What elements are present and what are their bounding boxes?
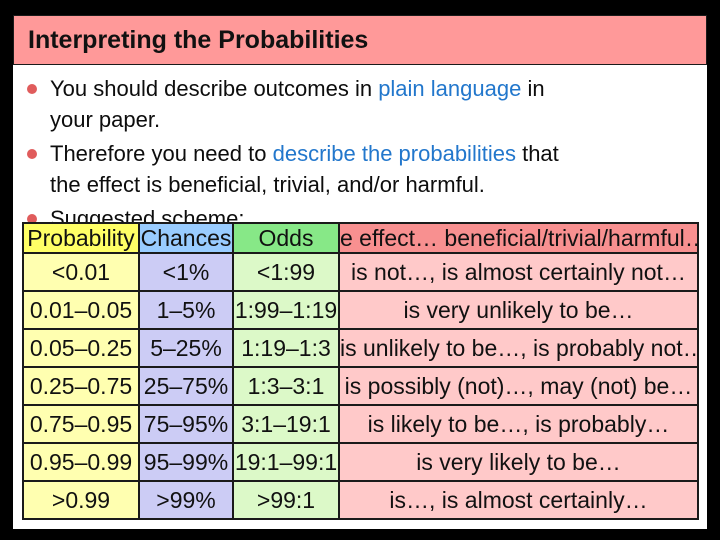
cell-chances: 95–99% [138,442,234,482]
table-header-row: Probability Chances Odds e effect… benef… [22,222,699,254]
cell-interpretation: is likely to be…, is probably… [338,404,699,444]
column-header-effect: e effect… beneficial/trivial/harmful… [338,222,699,254]
bullet-segment: Therefore you need to [50,141,273,166]
cell-odds: <1:99 [232,252,340,292]
bullet-line: Therefore you need to describe the proba… [50,138,707,169]
bullet-segment: that [515,141,559,166]
page-title: Interpreting the Probabilities [28,25,369,54]
bullet-icon [27,84,37,94]
bullet-icon [27,149,37,159]
cell-interpretation: is unlikely to be…, is probably not… [338,328,699,368]
table-row: 0.25–0.75 25–75% 1:3–3:1 is possibly (no… [22,366,699,406]
table-row: <0.01 <1% <1:99 is not…, is almost certa… [22,252,699,292]
title-bar: Interpreting the Probabilities [13,15,707,65]
highlighted-phrase: plain language [378,76,522,101]
list-item: You should describe outcomes in plain la… [13,73,707,135]
column-header-probability: Probability [22,222,140,254]
bullet-list: You should describe outcomes in plain la… [13,73,707,237]
cell-probability: <0.01 [22,252,140,292]
cell-probability: 0.25–0.75 [22,366,140,406]
cell-interpretation: is…, is almost certainly… [338,480,699,520]
cell-chances: 25–75% [138,366,234,406]
cell-odds: 1:19–1:3 [232,328,340,368]
bullet-line: You should describe outcomes in plain la… [50,73,707,104]
bullet-icon [27,214,37,224]
cell-probability: >0.99 [22,480,140,520]
cell-probability: 0.05–0.25 [22,328,140,368]
cell-probability: 0.75–0.95 [22,404,140,444]
column-header-chances: Chances [138,222,234,254]
cell-interpretation: is not…, is almost certainly not… [338,252,699,292]
cell-chances: 1–5% [138,290,234,330]
list-item: Therefore you need to describe the proba… [13,138,707,200]
cell-chances: 5–25% [138,328,234,368]
cell-probability: 0.01–0.05 [22,290,140,330]
bullet-segment: in [521,76,545,101]
table-row: 0.01–0.05 1–5% 1:99–1:19 is very unlikel… [22,290,699,330]
cell-chances: >99% [138,480,234,520]
bullet-segment: You should describe outcomes in [50,76,379,101]
cell-odds: 19:1–99:1 [232,442,340,482]
bullet-text: Therefore you need to describe the proba… [50,138,707,200]
cell-odds: 3:1–19:1 [232,404,340,444]
probability-scheme-table: Probability Chances Odds e effect… benef… [22,222,699,520]
cell-interpretation: is possibly (not)…, may (not) be… [338,366,699,406]
bullet-line: your paper. [50,107,161,132]
slide: Interpreting the Probabilities You shoul… [13,15,707,529]
table-row: >0.99 >99% >99:1 is…, is almost certainl… [22,480,699,520]
cell-chances: 75–95% [138,404,234,444]
bullet-line: the effect is beneficial, trivial, and/o… [50,172,485,197]
cell-chances: <1% [138,252,234,292]
bullet-text: You should describe outcomes in plain la… [50,73,707,135]
cell-odds: 1:99–1:19 [232,290,340,330]
table-row: 0.95–0.99 95–99% 19:1–99:1 is very likel… [22,442,699,482]
highlighted-phrase: describe the probabilities [272,141,516,166]
column-header-odds: Odds [232,222,340,254]
cell-probability: 0.95–0.99 [22,442,140,482]
cell-interpretation: is very unlikely to be… [338,290,699,330]
cell-odds: >99:1 [232,480,340,520]
table-row: 0.75–0.95 75–95% 3:1–19:1 is likely to b… [22,404,699,444]
table-row: 0.05–0.25 5–25% 1:19–1:3 is unlikely to … [22,328,699,368]
cell-interpretation: is very likely to be… [338,442,699,482]
cell-odds: 1:3–3:1 [232,366,340,406]
